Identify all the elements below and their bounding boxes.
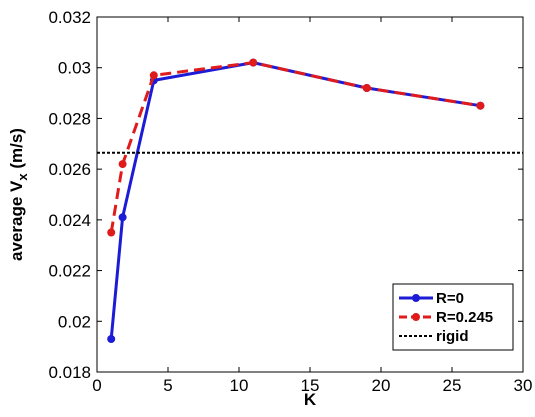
data-point (476, 101, 485, 110)
legend-marker (412, 294, 420, 302)
y-axis-title: average Vx (m/s) (7, 128, 30, 261)
y-tick-label: 0.026 (48, 160, 91, 179)
y-tick-label: 0.022 (48, 262, 91, 281)
data-point (118, 213, 127, 222)
data-point (118, 160, 127, 169)
data-point (107, 228, 116, 237)
y-tick-label: 0.024 (48, 211, 91, 230)
series-line-2 (109, 61, 481, 233)
legend-marker (412, 313, 420, 321)
y-tick-label: 0.02 (58, 312, 91, 331)
data-point (107, 335, 116, 343)
data-point (149, 71, 158, 80)
axes-layer: 0 5 10 15 20 25 30 0.018 0.02 0.022 0.024 0.026 0.02… (7, 8, 532, 409)
x-tick-label: 10 (230, 376, 249, 395)
data-point (249, 58, 258, 67)
legend-label-1: R=0 (436, 290, 464, 307)
x-tick-label: 30 (514, 376, 533, 395)
x-tick-label: 15 (301, 376, 320, 395)
x-tick-label: 5 (163, 376, 172, 395)
x-axis-title: K (304, 390, 317, 409)
series-layer (97, 58, 523, 343)
legend-label-2: R=0.245 (436, 309, 493, 326)
y-tick-label: 0.018 (48, 363, 91, 382)
x-tick-label: 25 (443, 376, 462, 395)
legend: R=0 R=0.245 rigid (392, 283, 514, 351)
x-tick-label: 0 (92, 376, 101, 395)
y-tick-label: 0.028 (48, 109, 91, 128)
legend-label-3: rigid (436, 328, 469, 345)
y-tick-label: 0.03 (58, 59, 91, 78)
y-tick-label: 0.032 (48, 8, 91, 27)
x-tick-label: 20 (372, 376, 391, 395)
data-point (362, 84, 371, 92)
